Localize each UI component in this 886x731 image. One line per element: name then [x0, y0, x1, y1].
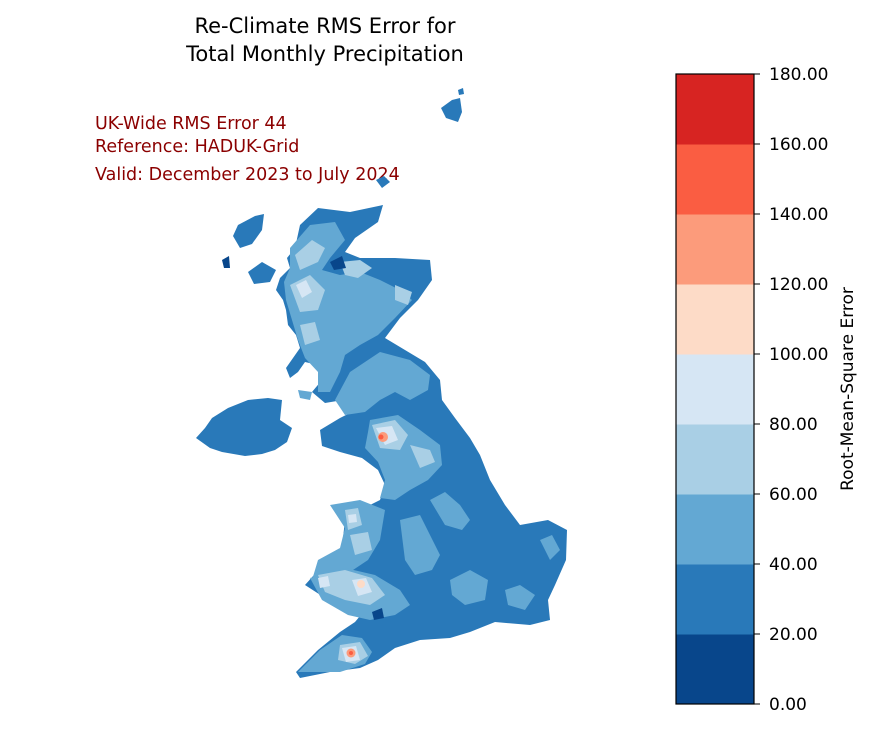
colorbar-tick-label: 80.00 — [769, 415, 818, 435]
reference-annotation: Reference: HADUK-Grid — [95, 137, 300, 157]
colorbar-frame — [675, 73, 755, 705]
colorbar-tick-label: 0.00 — [769, 695, 807, 715]
colorbar-swatch — [676, 284, 754, 355]
rms-error-annotation: UK-Wide RMS Error 44 — [95, 114, 287, 134]
title-line-2: Total Monthly Precipitation — [186, 42, 464, 66]
error-hotspots — [346, 432, 388, 658]
colorbar-swatch — [676, 494, 754, 565]
colorbar-tick-label: 140.00 — [769, 205, 828, 225]
colorbar-swatch — [676, 424, 754, 495]
uk-error-map — [196, 88, 567, 678]
map-title: Re-Climate RMS Error for Total Monthly P… — [120, 12, 530, 68]
colorbar-tick-label: 20.00 — [769, 625, 818, 645]
colorbar-swatch — [676, 144, 754, 215]
colorbar-swatch — [676, 564, 754, 635]
colorbar-tick-label: 40.00 — [769, 555, 818, 575]
error-band-0-20 — [330, 256, 384, 620]
colorbar-tick-label: 160.00 — [769, 135, 828, 155]
colorbar-label: Root-Mean-Square Error — [838, 287, 858, 491]
colorbar-tick-label: 60.00 — [769, 485, 818, 505]
colorbar-tick-label: 120.00 — [769, 275, 828, 295]
colorbar-swatch — [676, 214, 754, 285]
colorbar-tick-label: 100.00 — [769, 345, 828, 365]
colorbar-swatch — [676, 634, 754, 705]
colorbar-swatch — [676, 354, 754, 425]
valid-period-annotation: Valid: December 2023 to July 2024 — [95, 165, 400, 185]
colorbar-swatch — [676, 74, 754, 145]
title-line-1: Re-Climate RMS Error for — [194, 14, 456, 38]
colorbar-tick-label: 180.00 — [769, 65, 828, 85]
